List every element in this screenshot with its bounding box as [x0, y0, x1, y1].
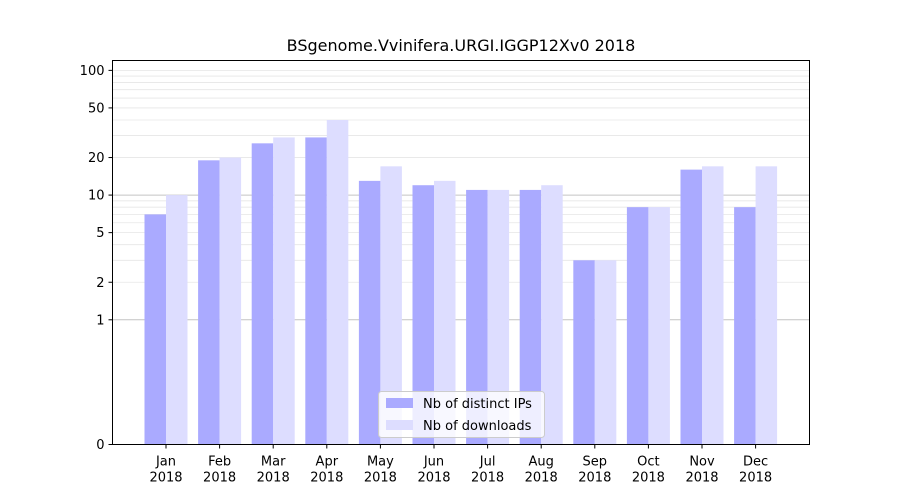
y-tick-label: 50: [88, 101, 105, 116]
legend-box: [378, 391, 545, 438]
x-tick-label: Apr 2018: [310, 455, 343, 486]
x-tick-label: Jan 2018: [149, 455, 182, 486]
y-tick-label: 100: [80, 64, 105, 79]
bar-downloads: [434, 180, 456, 445]
y-axis-ticks: 0 1 2 5 10 20 50 100: [80, 64, 113, 453]
x-tick-label: Dec 2018: [739, 455, 772, 486]
x-tick-label: Aug 2018: [525, 455, 558, 486]
y-tick-label: 1: [96, 313, 104, 328]
y-tick-label: 10: [88, 189, 105, 204]
y-tick-label: 20: [88, 151, 105, 166]
x-tick-label: Sep 2018: [578, 455, 611, 486]
bar-distinct-ips: [573, 260, 595, 445]
bar-distinct-ips: [305, 137, 327, 445]
x-tick-label: Nov 2018: [685, 455, 718, 486]
y-tick-label: 0: [96, 438, 104, 453]
bar-downloads: [594, 260, 617, 445]
plot-frame: [112, 60, 810, 445]
bar-distinct-ips: [358, 180, 381, 445]
bar-distinct-ips: [519, 189, 542, 445]
bar-distinct-ips: [144, 214, 166, 445]
bar-distinct-ips: [466, 189, 488, 445]
bar-downloads: [541, 185, 563, 445]
bars: [144, 120, 778, 445]
bar-downloads: [702, 166, 724, 445]
y-tick-label: 5: [96, 226, 104, 241]
bar-distinct-ips: [734, 207, 756, 445]
x-tick-label: Jul 2018: [471, 455, 504, 486]
bar-downloads: [273, 137, 295, 445]
chart-title: BSgenome.Vvinifera.URGI.IGGP12Xv0 2018: [287, 36, 636, 55]
bar-downloads: [219, 157, 242, 445]
bar-distinct-ips: [251, 143, 274, 445]
bar-downloads: [166, 195, 188, 445]
x-tick-label: May 2018: [364, 455, 397, 486]
bar-downloads: [326, 120, 349, 445]
legend-swatch-downloads: [386, 420, 413, 430]
legend-label-downloads: Nb of downloads: [423, 419, 532, 434]
legend: Nb of distinct IPs Nb of downloads: [378, 391, 545, 438]
bar-downloads: [487, 189, 510, 445]
bar-downloads: [755, 166, 778, 445]
legend-swatch-distinct-ips: [386, 398, 413, 408]
legend-label-distinct-ips: Nb of distinct IPs: [423, 397, 532, 412]
bar-distinct-ips: [626, 207, 649, 445]
x-axis-ticks: Jan 2018 Feb 2018 Mar 2018 Apr 2018 May 2018 Jun 20…: [149, 444, 772, 486]
x-tick-label: Feb 2018: [203, 455, 236, 486]
bar-distinct-ips: [680, 169, 702, 445]
bar-downloads: [648, 207, 670, 445]
x-tick-label: Oct 2018: [632, 455, 665, 486]
bar-distinct-ips: [198, 160, 220, 445]
bar-distinct-ips: [412, 185, 434, 445]
x-tick-label: Mar 2018: [257, 455, 290, 486]
bar-downloads: [380, 166, 402, 445]
y-tick-label: 2: [96, 276, 104, 291]
x-tick-label: Jun 2018: [417, 455, 450, 486]
